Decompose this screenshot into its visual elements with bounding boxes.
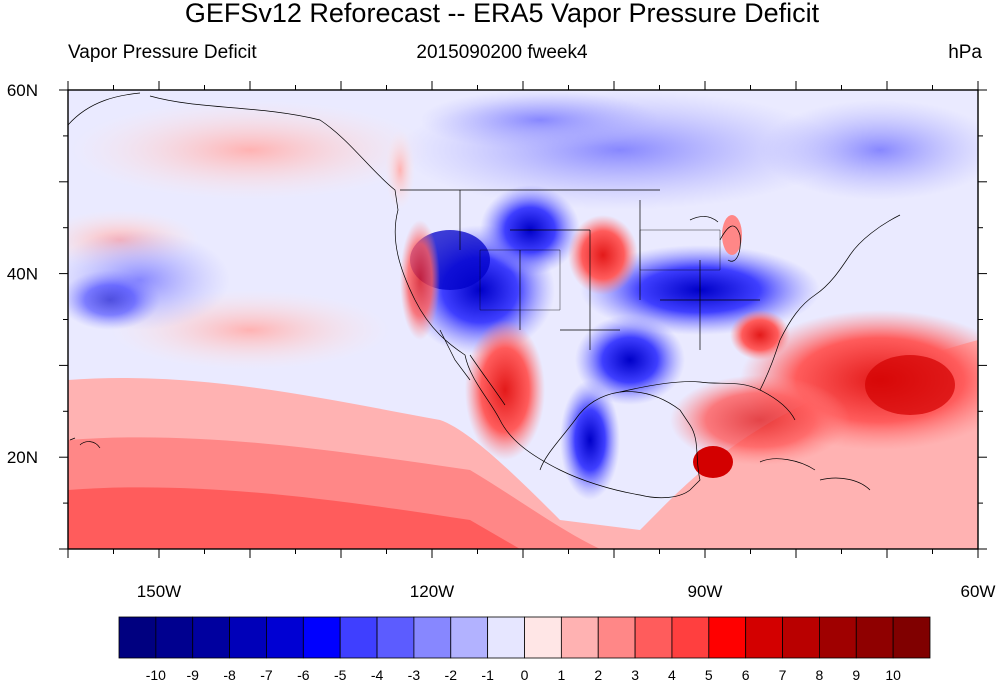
figure-title: GEFSv12 Reforecast -- ERA5 Vapor Pressur… (184, 0, 820, 28)
colorbar-swatch (855, 616, 894, 659)
units-label: hPa (948, 42, 982, 63)
colorbar-tick-label: 2 (594, 667, 602, 683)
colorbar-tick-label: -2 (445, 667, 458, 683)
colorbar-swatch (597, 616, 636, 659)
colorbar-swatch (302, 616, 341, 659)
colorbar-swatch (634, 616, 673, 659)
colorbar-swatch (487, 616, 525, 659)
colorbar-swatch (450, 616, 489, 659)
colorbar-tick-label: 5 (705, 667, 713, 683)
y-tick-label: 40N (7, 265, 38, 284)
center-subtitle: 2015090200 fweek4 (416, 42, 588, 63)
colorbar-tick-label: -10 (146, 667, 166, 683)
colorbar-swatch (708, 616, 747, 659)
colorbar-tick-label: 0 (521, 667, 529, 683)
x-tick-label: 90W (688, 582, 723, 601)
colorbar-swatch (560, 616, 599, 659)
colorbar-tick-label: -7 (260, 667, 273, 683)
colorbar-tick-label: -3 (408, 667, 421, 683)
colorbar-tick-label: -6 (297, 667, 310, 683)
colorbar-tick-label: 8 (816, 667, 824, 683)
colorbar-tick-label: 4 (668, 667, 676, 683)
colorbar-swatch (229, 616, 267, 659)
colorbar-tick-label: 1 (557, 667, 565, 683)
colorbar-swatch (892, 616, 931, 659)
colorbar-labels: -10 -9 -8 -7 -6 -5 -4 -3 -2 -1 0 1 2 3 4 5 6 7 8 9 10 (146, 667, 901, 683)
colorbar-tick-label: -9 (187, 667, 200, 683)
colorbar-tick-label: -8 (223, 667, 236, 683)
colorbar-tick-label: 6 (742, 667, 750, 683)
coastlines (68, 92, 901, 499)
colorbar-swatch (819, 616, 857, 659)
colorbar-swatch (118, 616, 157, 659)
colorbar (118, 616, 931, 659)
colorbar-swatch (192, 616, 230, 659)
colorbar-tick-label: 7 (779, 667, 787, 683)
colorbar-tick-label: 9 (852, 667, 860, 683)
colorbar-swatch (745, 616, 783, 659)
colorbar-swatch (266, 616, 304, 659)
y-tick-label: 20N (7, 448, 38, 467)
colorbar-swatch (524, 616, 562, 659)
left-subtitle: Vapor Pressure Deficit (68, 42, 257, 63)
colorbar-swatch (376, 616, 415, 659)
colorbar-swatch (782, 616, 820, 659)
latitude-labels: 60N 40N 20N (7, 81, 38, 467)
x-tick-label: 150W (137, 582, 181, 601)
y-tick-label: 60N (7, 81, 38, 100)
vpd-field (68, 90, 978, 549)
longitude-labels: 150W 120W 90W 60W (137, 582, 996, 601)
colorbar-tick-label: 10 (885, 667, 901, 683)
x-tick-label: 60W (961, 582, 996, 601)
x-tick-label: 120W (410, 582, 454, 601)
colorbar-swatch (339, 616, 378, 659)
colorbar-swatch (671, 616, 710, 659)
colorbar-tick-label: -5 (334, 667, 347, 683)
axis-ticks (59, 81, 987, 558)
colorbar-tick-label: -4 (371, 667, 384, 683)
colorbar-swatch (413, 616, 452, 659)
colorbar-swatch (155, 616, 194, 659)
colorbar-tick-label: 3 (631, 667, 639, 683)
colorbar-tick-label: -1 (481, 667, 494, 683)
